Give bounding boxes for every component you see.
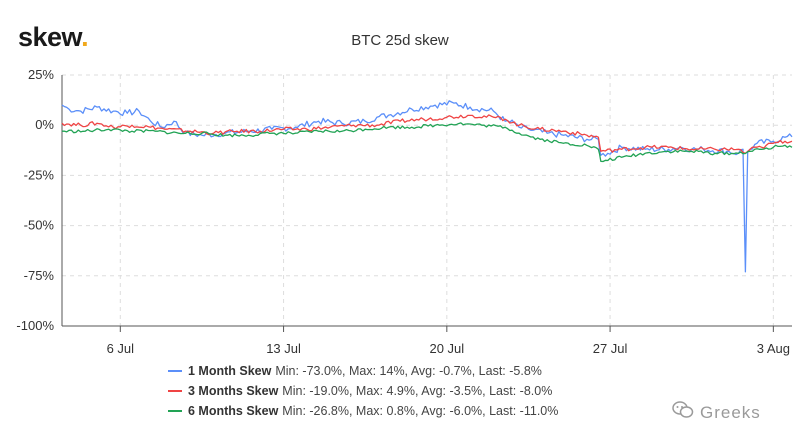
chart-title: BTC 25d skew [351,32,449,49]
x-tick-label: 6 Jul [107,341,135,356]
logo-text: skew [18,22,82,52]
x-tick-label: 13 Jul [266,341,301,356]
watermark-text: Greeks [700,402,761,422]
logo-dot: . [81,22,89,52]
series-lines [61,100,793,273]
skew-logo: skew. [18,22,89,53]
legend-item-6-months[interactable]: 6 Months Skew Min: -26.8%, Max: 0.8%, Av… [168,401,558,421]
x-tick-label: 3 Aug [757,341,790,356]
watermark: Greeks [672,401,761,424]
legend-swatch-3-months [168,390,182,392]
legend-name-1-month: 1 Month Skew [188,364,272,378]
legend-name-6-months: 6 Months Skew [188,404,279,418]
3-months-skew-line [61,114,793,154]
legend-swatch-6-months [168,410,182,412]
axes: 25% 0% -25% -50% -75% -100% 6 Jul 13 Jul 20 Jul 2… [16,67,792,356]
y-tick-label: -50% [24,218,55,233]
legend-stats-6-months: Min: -26.8%, Max: 0.8%, Avg: -6.0%, Last… [282,404,559,418]
y-tick-label: -75% [24,268,55,283]
y-tick-label: 25% [28,67,54,82]
legend-swatch-1-month [168,370,182,372]
x-tick-label: 27 Jul [593,341,628,356]
legend-stats-3-months: Min: -19.0%, Max: 4.9%, Avg: -3.5%, Last… [282,384,553,398]
gridlines [62,74,792,326]
y-tick-label: 0% [35,117,54,132]
x-tick-label: 20 Jul [429,341,464,356]
legend-item-3-months[interactable]: 3 Months Skew Min: -19.0%, Max: 4.9%, Av… [168,381,558,401]
legend-item-1-month[interactable]: 1 Month Skew Min: -73.0%, Max: 14%, Avg:… [168,361,558,381]
y-tick-label: -25% [24,167,55,182]
legend-stats-1-month: Min: -73.0%, Max: 14%, Avg: -0.7%, Last:… [275,364,542,378]
1-month-skew-line [61,100,793,273]
legend-name-3-months: 3 Months Skew [188,384,279,398]
legend: 1 Month Skew Min: -73.0%, Max: 14%, Avg:… [168,361,558,421]
wechat-icon [672,401,694,424]
6-months-skew-line [61,122,793,163]
y-tick-label: -100% [16,318,54,333]
